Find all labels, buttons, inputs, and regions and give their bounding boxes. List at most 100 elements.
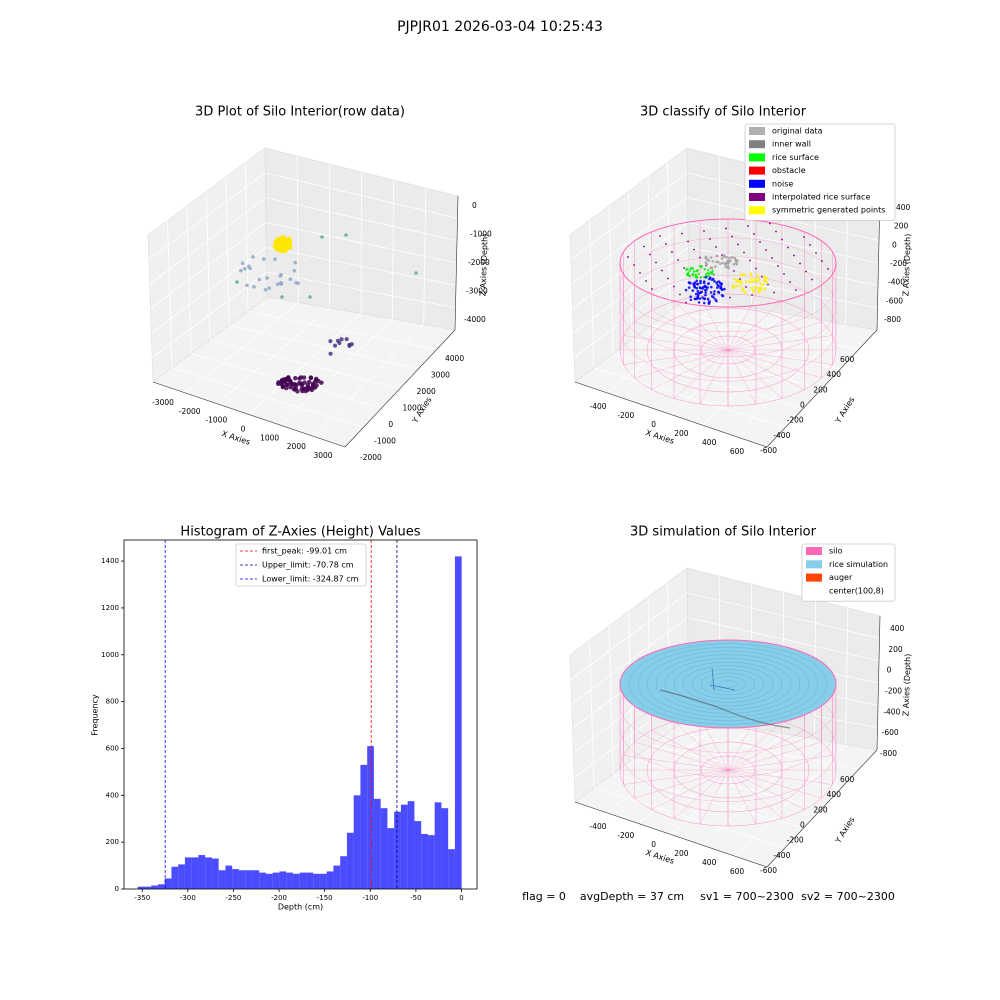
point-cloud xyxy=(713,279,716,283)
point-cloud xyxy=(696,294,700,297)
point-cloud xyxy=(293,386,299,391)
histogram-bar xyxy=(427,835,435,889)
silo-wireframe xyxy=(619,639,837,827)
y-tick-label: 600 xyxy=(840,355,855,364)
point-cloud xyxy=(712,292,716,296)
point-cloud xyxy=(723,287,726,291)
point-cloud xyxy=(275,381,281,386)
legend-box xyxy=(744,123,896,221)
pane-grid xyxy=(734,324,846,437)
point-cloud xyxy=(691,289,695,292)
point-cloud xyxy=(702,301,706,305)
surface-point xyxy=(699,256,701,259)
x-tick-label: -2000 xyxy=(179,407,201,416)
y-tick-label: -600 xyxy=(760,866,777,875)
point-cloud xyxy=(684,288,688,292)
surface-point xyxy=(661,269,663,272)
surface-point xyxy=(815,252,817,254)
histogram-bar xyxy=(421,833,428,889)
histogram-bar xyxy=(259,872,266,889)
y-tick-label: -200 xyxy=(787,836,804,845)
point-cloud xyxy=(277,244,283,250)
point-cloud xyxy=(280,384,286,390)
point-cloud xyxy=(744,280,748,284)
histogram-bar xyxy=(191,857,199,889)
histogram-bar xyxy=(137,886,145,889)
point-cloud xyxy=(721,261,724,265)
rice-mesh xyxy=(691,669,765,699)
silo-ring xyxy=(700,335,756,365)
y-tick-label: -600 xyxy=(760,446,777,455)
point-cloud xyxy=(727,261,730,265)
surface-point xyxy=(685,301,687,304)
legend-label: interpolated rice surface xyxy=(772,193,870,202)
point-cloud xyxy=(257,277,262,282)
point-cloud xyxy=(699,281,702,285)
point-cloud xyxy=(708,276,712,280)
legend-label: rice surface xyxy=(772,153,819,162)
y-tick-label: 400 xyxy=(827,790,842,799)
silo-ring xyxy=(646,307,810,393)
rice-mesh xyxy=(646,650,810,718)
point-cloud xyxy=(698,286,702,289)
point-cloud xyxy=(689,298,693,302)
x-tick-label: 1000 xyxy=(260,433,279,442)
surface-point xyxy=(777,265,779,267)
x-tick-label: -250 xyxy=(226,894,242,902)
z-tick-label: -600 xyxy=(882,728,899,737)
surface-point xyxy=(761,275,763,278)
legend-label: rice simulation xyxy=(829,560,888,569)
point-cloud xyxy=(719,284,723,288)
point-cloud xyxy=(705,288,708,292)
pane-grid xyxy=(688,271,878,309)
point-cloud xyxy=(711,269,714,272)
axis-line xyxy=(766,329,878,448)
point-cloud xyxy=(716,260,720,264)
x-tick-label: -1000 xyxy=(205,416,227,425)
point-cloud xyxy=(710,266,714,270)
legend-swatch xyxy=(749,193,765,201)
surface-point xyxy=(665,243,667,245)
point-cloud xyxy=(710,271,713,274)
y-tick-label: 1400 xyxy=(101,557,119,565)
y-tick-label: -200 xyxy=(787,416,804,425)
legend-label: inner wall xyxy=(772,140,811,149)
rice-mesh xyxy=(655,654,801,714)
x-tick-label: -200 xyxy=(617,411,634,420)
point-cloud xyxy=(726,264,730,268)
point-cloud xyxy=(273,257,277,261)
histogram-bar xyxy=(380,808,388,889)
histogram-bar xyxy=(360,764,368,889)
surface-point xyxy=(739,278,741,280)
point-cloud xyxy=(696,289,700,293)
plot-frame xyxy=(123,539,478,890)
legend-label: symmetric generated points xyxy=(772,206,885,215)
point-cloud xyxy=(301,375,307,380)
rice-mesh xyxy=(700,672,756,696)
surface-point xyxy=(805,270,807,273)
surface-point xyxy=(759,241,761,243)
point-cloud xyxy=(293,260,298,265)
point-cloud xyxy=(299,386,304,392)
point-cloud xyxy=(714,298,717,301)
point-cloud xyxy=(761,283,765,286)
histogram-bar xyxy=(218,870,226,889)
point-cloud xyxy=(288,385,293,390)
status-text: sv2 = 700~2300 xyxy=(801,890,895,903)
point-cloud xyxy=(292,381,297,387)
surface-point xyxy=(767,283,769,286)
point xyxy=(235,280,239,284)
point-cloud xyxy=(740,273,744,276)
histogram-bar xyxy=(184,857,192,889)
surface-point xyxy=(671,251,673,253)
surface-point xyxy=(687,240,689,243)
point-cloud xyxy=(709,291,713,294)
legend-swatch xyxy=(749,153,765,162)
point-cloud xyxy=(286,377,291,383)
x-tick-label: -400 xyxy=(589,402,606,411)
point-cloud xyxy=(720,288,724,292)
chart-title: 3D Plot of Silo Interior(row data) xyxy=(195,105,405,120)
point-cloud xyxy=(752,290,756,294)
surface-point xyxy=(821,260,823,262)
surface-point xyxy=(677,259,679,261)
